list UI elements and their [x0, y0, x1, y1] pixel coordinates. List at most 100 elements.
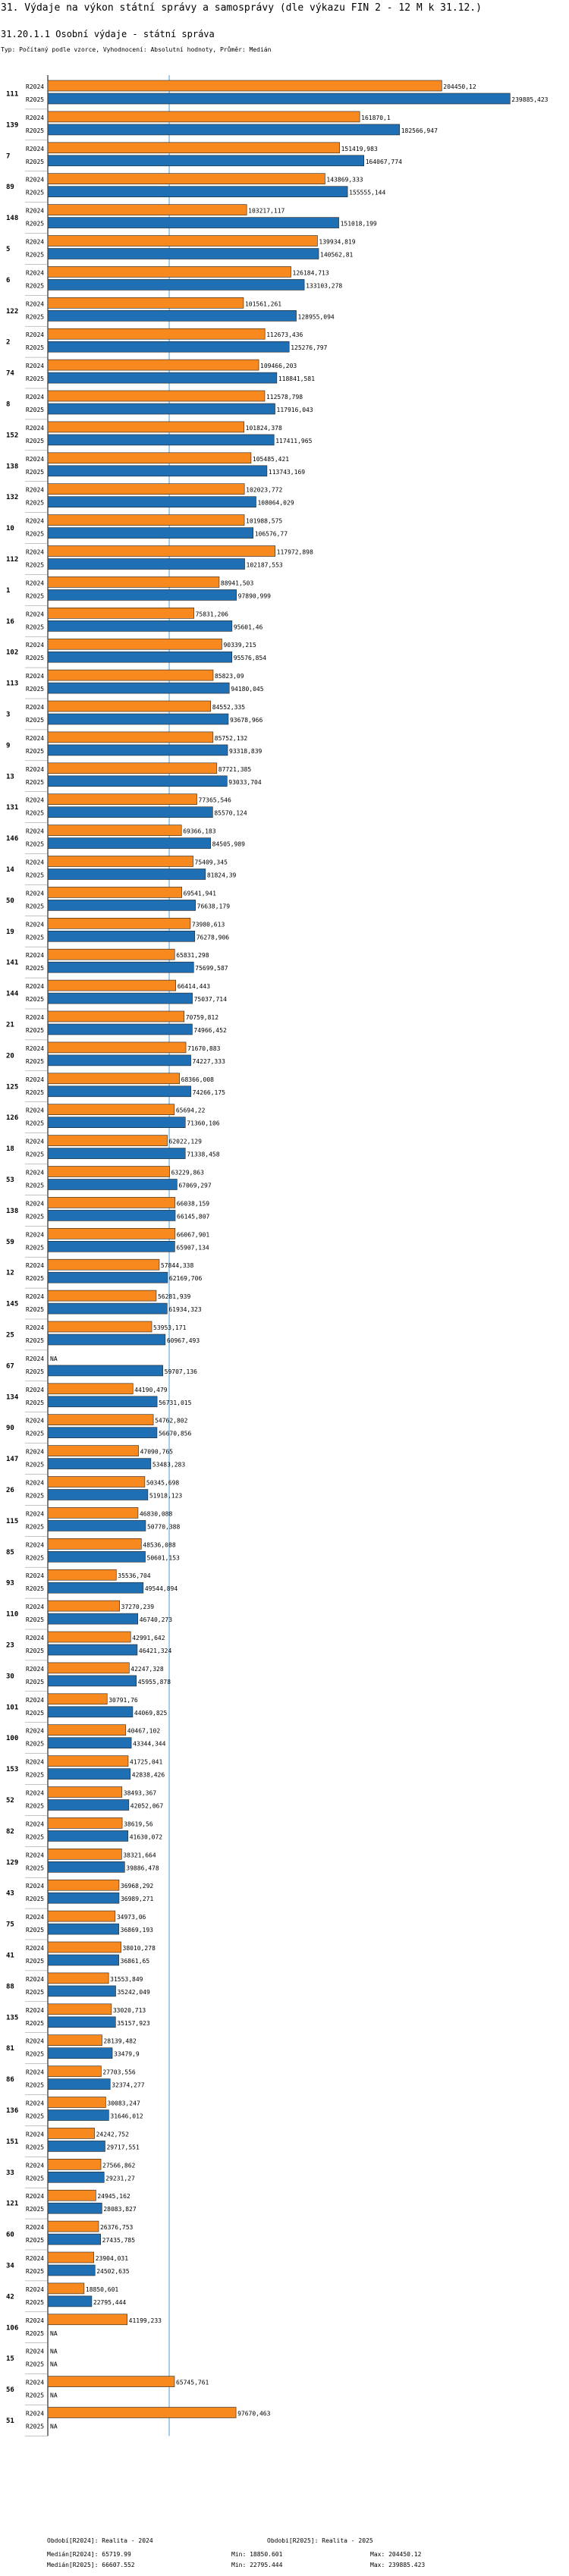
- value-label: 56731,015: [159, 1400, 192, 1406]
- value-label: 93033,704: [228, 779, 262, 786]
- series-label: R2024: [26, 983, 44, 990]
- series-label: R2024: [26, 642, 44, 649]
- series-label: R2025: [26, 810, 44, 817]
- value-label: 36861,65: [121, 1958, 150, 1965]
- value-label: 117972,898: [277, 549, 313, 556]
- value-label: 73980,613: [192, 921, 225, 928]
- bar-r2024: [47, 607, 194, 619]
- bar-r2025: [47, 527, 254, 539]
- value-label: 95601,46: [234, 624, 263, 630]
- value-label: 74966,452: [193, 1027, 227, 1034]
- series-label: R2024: [26, 611, 44, 617]
- category-label: 152: [6, 432, 18, 439]
- series-label: R2025: [26, 190, 44, 196]
- series-label: R2025: [26, 996, 44, 1003]
- series-label: R2024: [26, 1045, 44, 1052]
- series-label: R2025: [26, 1523, 44, 1530]
- value-label: 164067,774: [366, 159, 402, 165]
- category-label: 129: [6, 1859, 18, 1867]
- series-label: R2024: [26, 1356, 44, 1362]
- series-label: R2025: [26, 1120, 44, 1127]
- na-label: NA: [50, 2424, 58, 2430]
- bar-r2025: [47, 1302, 168, 1315]
- value-label: 40467,102: [127, 1728, 161, 1735]
- series-label: R2024: [26, 859, 44, 866]
- bar-r2025: [47, 682, 230, 694]
- bar-r2024: [47, 1445, 139, 1456]
- bar-r2025: [47, 2109, 109, 2121]
- series-label: R2025: [26, 1058, 44, 1065]
- series-label: R2024: [26, 2286, 44, 2293]
- value-label: 42052,067: [130, 1803, 164, 1810]
- bar-r2024: [47, 1383, 134, 1395]
- bar-r2024: [47, 1321, 152, 1333]
- series-label: R2025: [26, 1958, 44, 1965]
- series-label: R2024: [26, 2380, 44, 2386]
- value-label: 65694,22: [176, 1107, 206, 1114]
- bar-r2025: [47, 1613, 139, 1625]
- series-label: R2024: [26, 2255, 44, 2262]
- series-label: R2025: [26, 1183, 44, 1189]
- value-label: 74227,333: [193, 1058, 226, 1065]
- value-label: 38493,367: [124, 1790, 157, 1797]
- series-label: R2024: [26, 797, 44, 804]
- bar-r2024: [47, 204, 247, 215]
- bar-r2025: [47, 155, 365, 167]
- bar-r2025: [47, 869, 206, 880]
- bar-r2025: [47, 186, 348, 197]
- value-label: 105485,421: [253, 456, 289, 463]
- category-label: 67: [6, 1362, 14, 1370]
- series-label: R2025: [26, 2051, 44, 2058]
- series-label: R2024: [26, 704, 44, 711]
- na-label: NA: [50, 2330, 58, 2337]
- series-label: R2024: [26, 83, 44, 90]
- value-label: 151419,983: [341, 146, 378, 152]
- value-label: 41630,072: [130, 1833, 163, 1840]
- value-label: 30083,247: [107, 2100, 140, 2107]
- bar-r2024: [47, 1507, 139, 1519]
- value-label: 143869,333: [326, 177, 363, 184]
- bar-r2024: [47, 1631, 131, 1643]
- series-label: R2025: [26, 1306, 44, 1313]
- series-label: R2025: [26, 1679, 44, 1685]
- bar-r2025: [47, 2264, 96, 2276]
- category-label: 151: [6, 2138, 18, 2146]
- bar-r2024: [47, 887, 182, 898]
- category-label: 12: [6, 1270, 14, 1277]
- series-label: R2025: [26, 1213, 44, 1220]
- series-label: R2024: [26, 2193, 44, 2200]
- value-label: 23904,031: [96, 2255, 129, 2262]
- series-label: R2025: [26, 2020, 44, 2027]
- bar-r2024: [47, 1073, 180, 1085]
- value-label: 62169,706: [169, 1275, 203, 1282]
- legend-max-2025: Max: 239885.423: [370, 2562, 426, 2568]
- category-label: 122: [6, 308, 18, 316]
- series-label: R2025: [26, 1493, 44, 1500]
- value-label: 125276,797: [291, 344, 327, 351]
- bar-r2025: [47, 1458, 152, 1469]
- series-label: R2024: [26, 1324, 44, 1331]
- bar-r2025: [47, 403, 275, 415]
- bar-r2025: [47, 1396, 158, 1408]
- value-label: 77365,546: [199, 797, 232, 804]
- category-label: 42: [6, 2293, 14, 2301]
- series-label: R2024: [26, 1418, 44, 1425]
- series-label: R2024: [26, 394, 44, 401]
- series-label: R2024: [26, 2317, 44, 2324]
- bar-r2025: [47, 931, 196, 942]
- bar-r2024: [47, 669, 214, 681]
- category-label: 2: [6, 339, 10, 347]
- category-label: 19: [6, 928, 14, 936]
- value-label: 93678,966: [230, 717, 263, 724]
- series-label: R2024: [26, 1107, 44, 1114]
- series-label: R2024: [26, 766, 44, 773]
- series-label: R2024: [26, 1728, 44, 1735]
- bar-r2024: [47, 762, 218, 774]
- value-label: 33479,9: [114, 2051, 140, 2058]
- value-label: 31646,012: [110, 2113, 143, 2120]
- series-label: R2025: [26, 717, 44, 724]
- na-label: NA: [50, 1356, 58, 1362]
- value-label: 27435,785: [102, 2237, 136, 2244]
- value-label: 102187,553: [247, 562, 283, 569]
- value-label: 65831,298: [176, 952, 209, 959]
